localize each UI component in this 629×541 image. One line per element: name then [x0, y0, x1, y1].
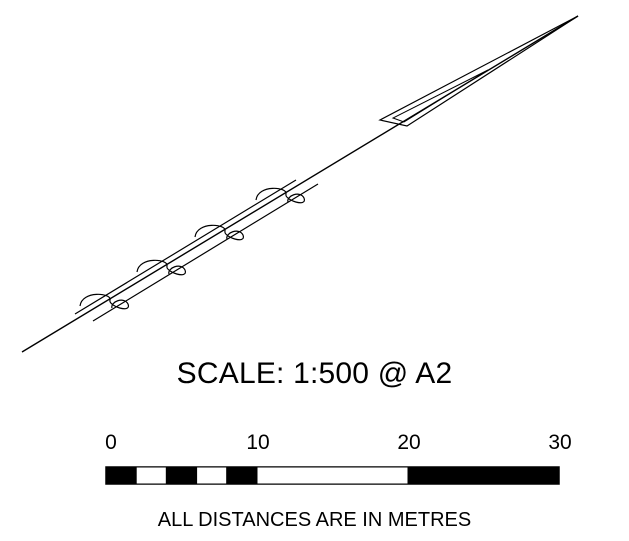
scale-bar-segment-2-4: [135, 466, 167, 485]
coil-loop-2: [136, 259, 186, 276]
coil-loop-3: [194, 224, 244, 241]
hatch-line-lower: [92, 183, 319, 322]
scale-tick-label-10: 10: [246, 431, 270, 454]
scale-tick-label-20: 20: [397, 431, 421, 454]
hatch-line-upper: [74, 179, 297, 315]
scale-bar-segment-20-30: [407, 466, 560, 485]
wedge-outer: [378, 15, 579, 127]
alignment-line: [21, 15, 579, 353]
scale-tick-label-0: 0: [105, 431, 117, 454]
coil-loop-1: [79, 293, 129, 310]
scale-tick-label-30: 30: [548, 431, 572, 454]
scale-bar-segments: [105, 466, 560, 485]
units-note: ALL DISTANCES ARE IN METRES: [157, 509, 472, 531]
coil-loop-4: [255, 187, 305, 204]
scale-bar-segment-0-2: [105, 466, 137, 485]
scale-bar-segment-4-6: [165, 466, 198, 485]
scale-bar-segment-6-8: [196, 466, 228, 485]
scale-bar-segment-10-20: [256, 466, 409, 485]
scale-title: SCALE: 1:500 @ A2: [176, 357, 453, 390]
wedge-inner: [391, 69, 489, 123]
scale-bar-segment-8-10: [226, 466, 258, 485]
